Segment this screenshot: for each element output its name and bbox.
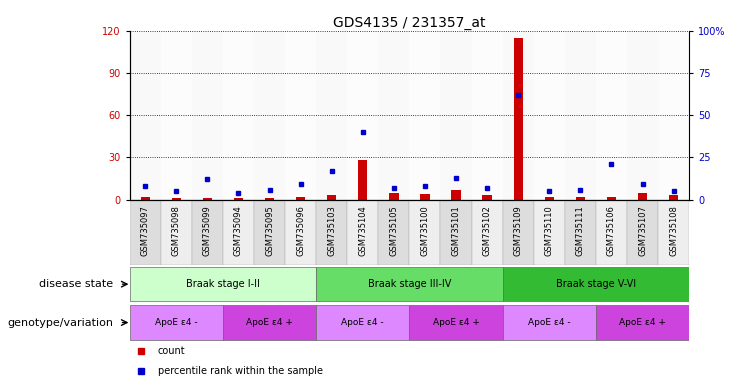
Bar [316,200,348,265]
Bar [254,200,285,265]
Text: GSM735111: GSM735111 [576,205,585,256]
Bar [379,31,409,200]
Bar [658,200,689,265]
Bar [285,200,316,265]
Bar [565,31,596,200]
Text: GSM735107: GSM735107 [638,205,647,256]
Bar [409,31,440,200]
Text: ApoE ε4 +: ApoE ε4 + [433,318,479,327]
Text: GSM735108: GSM735108 [669,205,678,256]
Bar [627,31,658,200]
Text: GSM735101: GSM735101 [451,205,460,256]
Text: GSM735106: GSM735106 [607,205,616,256]
Bar [379,200,409,265]
Bar [316,305,409,340]
Bar [348,31,379,200]
Bar [316,31,348,200]
Text: ApoE ε4 -: ApoE ε4 - [342,318,384,327]
Text: GSM735109: GSM735109 [514,205,522,256]
Bar [327,195,336,200]
Title: GDS4135 / 231357_at: GDS4135 / 231357_at [333,16,485,30]
Bar [440,31,471,200]
Bar [348,200,379,265]
Bar [514,38,523,200]
Bar [130,31,161,200]
Bar [389,193,399,200]
Bar [161,200,192,265]
Text: genotype/variation: genotype/variation [7,318,113,328]
Text: count: count [158,346,185,356]
Bar [130,305,223,340]
Bar [534,31,565,200]
Bar [130,267,316,301]
Bar [607,197,616,200]
Bar [234,198,243,200]
Text: Braak stage V-VI: Braak stage V-VI [556,279,636,289]
Bar [669,195,678,200]
Text: GSM735100: GSM735100 [420,205,430,256]
Bar [451,190,461,200]
Bar [420,194,430,200]
Bar [358,160,368,200]
Bar [596,305,689,340]
Text: GSM735105: GSM735105 [389,205,399,256]
Text: GSM735102: GSM735102 [482,205,491,256]
Text: GSM735110: GSM735110 [545,205,554,256]
Bar [627,200,658,265]
Bar [161,31,192,200]
Bar [471,200,502,265]
Bar [316,267,502,301]
Text: GSM735103: GSM735103 [328,205,336,256]
Bar [254,31,285,200]
Text: GSM735094: GSM735094 [234,205,243,256]
Bar [296,197,305,200]
Bar [141,197,150,200]
Bar [482,195,492,200]
Bar [534,200,565,265]
Bar [596,31,627,200]
Bar [192,200,223,265]
Text: disease state: disease state [39,279,113,289]
Bar [223,31,254,200]
Text: Braak stage I-II: Braak stage I-II [186,279,260,289]
Text: ApoE ε4 -: ApoE ε4 - [528,318,571,327]
Bar [502,200,534,265]
Bar [502,267,689,301]
Text: GSM735097: GSM735097 [141,205,150,256]
Text: GSM735096: GSM735096 [296,205,305,256]
Text: ApoE ε4 +: ApoE ε4 + [619,318,666,327]
Bar [223,200,254,265]
Text: percentile rank within the sample: percentile rank within the sample [158,366,322,376]
Text: GSM735099: GSM735099 [203,205,212,256]
Text: GSM735098: GSM735098 [172,205,181,256]
Bar [223,305,316,340]
Bar [502,31,534,200]
Bar [440,200,471,265]
Bar [658,31,689,200]
Bar [471,31,502,200]
Text: ApoE ε4 +: ApoE ε4 + [246,318,293,327]
Bar [203,198,212,200]
Bar [265,198,274,200]
Bar [130,200,161,265]
Text: ApoE ε4 -: ApoE ε4 - [155,318,198,327]
Bar [285,31,316,200]
Bar [545,197,554,200]
Bar [638,193,647,200]
Text: Braak stage III-IV: Braak stage III-IV [368,279,451,289]
Bar [502,305,596,340]
Text: GSM735104: GSM735104 [359,205,368,256]
Bar [172,198,181,200]
Bar [192,31,223,200]
Bar [409,305,502,340]
Bar [409,200,440,265]
Bar [576,197,585,200]
Text: GSM735095: GSM735095 [265,205,274,256]
Bar [565,200,596,265]
Bar [596,200,627,265]
